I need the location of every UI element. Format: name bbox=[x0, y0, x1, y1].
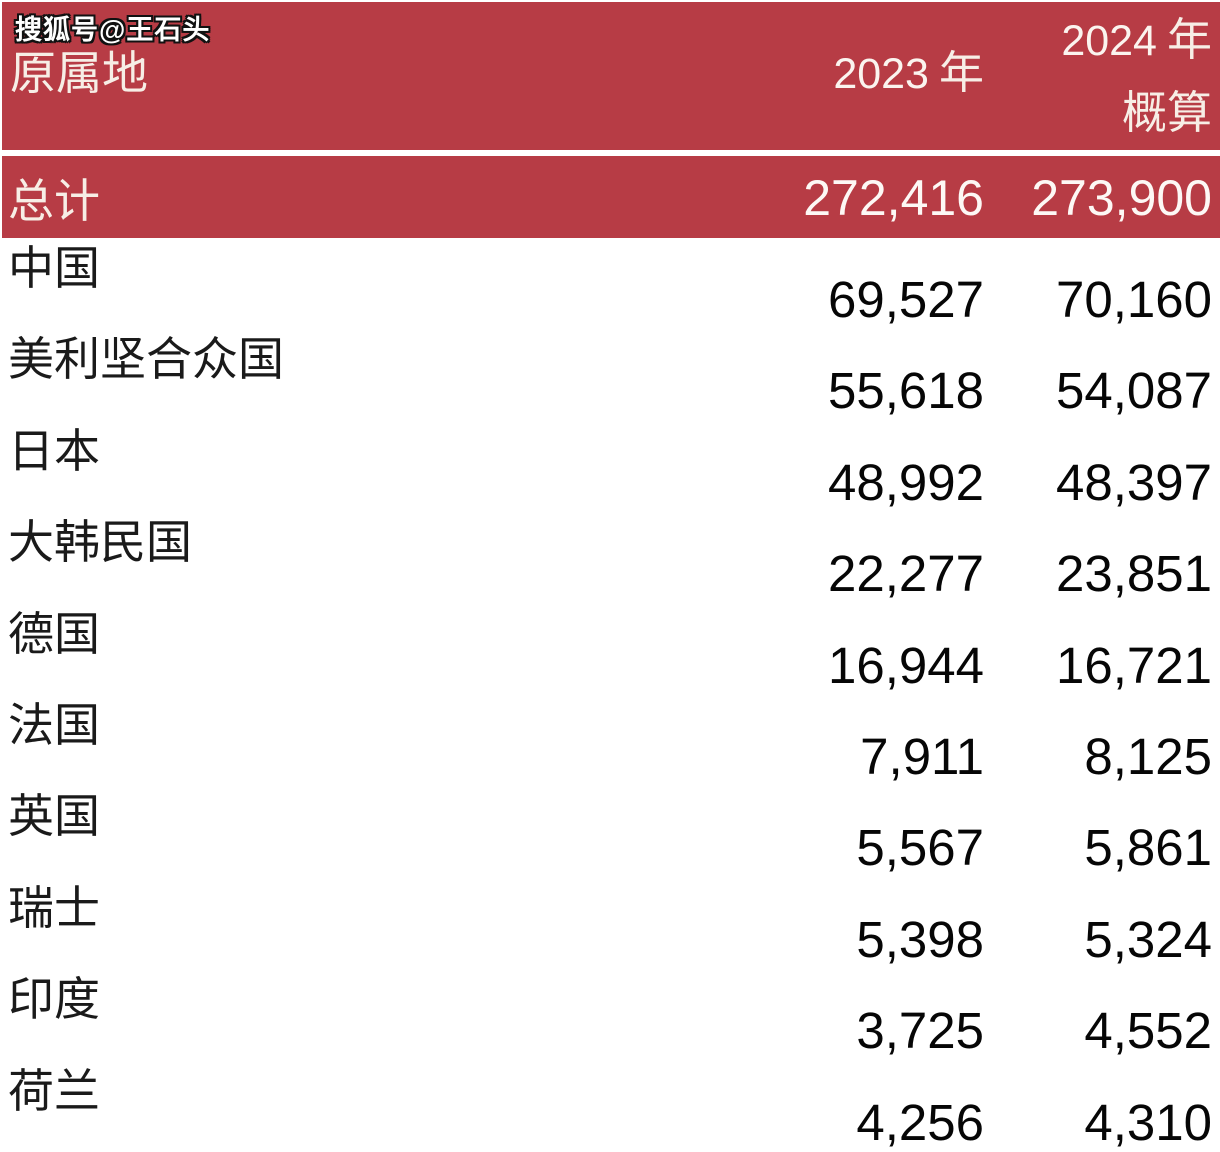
value-2023: 69,527 bbox=[828, 271, 984, 328]
country-name: 美利坚合众国 bbox=[8, 334, 284, 386]
total-value-2024: 273,900 bbox=[1031, 170, 1212, 226]
country-name: 瑞士 bbox=[8, 882, 100, 934]
table-row-switzerland: 瑞士 5,398 5,324 bbox=[0, 877, 1220, 970]
total-value-2023: 272,416 bbox=[803, 170, 984, 226]
year-2024-unit: 年 bbox=[1166, 15, 1212, 65]
value-2024: 48,397 bbox=[1056, 453, 1212, 511]
value-2024: 70,160 bbox=[1056, 271, 1212, 328]
country-name: 法国 bbox=[8, 699, 100, 751]
table-row-netherlands: 荷兰 4,256 4,310 bbox=[0, 1060, 1220, 1152]
year-2024-subtitle: 概算 bbox=[1121, 88, 1212, 138]
value-2024: 4,310 bbox=[1084, 1093, 1212, 1151]
value-2023: 48,992 bbox=[828, 453, 984, 511]
country-name: 中国 bbox=[8, 243, 100, 294]
value-2024: 16,721 bbox=[1056, 636, 1212, 694]
table-row-france: 法国 7,911 8,125 bbox=[0, 694, 1220, 787]
value-2024: 5,861 bbox=[1084, 819, 1212, 877]
header-separator bbox=[0, 150, 1220, 156]
column-header-2023: 2023 年 bbox=[833, 48, 984, 100]
table-row-uk: 英国 5,567 5,861 bbox=[0, 786, 1220, 878]
value-2024: 54,087 bbox=[1056, 362, 1212, 420]
table-row-india: 印度 3,725 4,552 bbox=[0, 969, 1220, 1061]
table-row-germany: 德国 16,944 16,721 bbox=[0, 603, 1220, 695]
year-2023-unit: 年 bbox=[938, 48, 984, 98]
country-name: 德国 bbox=[8, 608, 100, 660]
country-name: 大韩民国 bbox=[8, 517, 192, 569]
value-2023: 5,398 bbox=[856, 910, 984, 968]
value-2024: 5,324 bbox=[1084, 910, 1212, 968]
country-name: 荷兰 bbox=[8, 1065, 100, 1117]
total-row: 总计 272,416 273,900 bbox=[0, 156, 1220, 238]
country-name: 英国 bbox=[8, 791, 100, 843]
value-2023: 3,725 bbox=[856, 1002, 984, 1060]
value-2023: 16,944 bbox=[828, 636, 984, 694]
table-row-china: 中国 69,527 70,160 bbox=[0, 238, 1220, 330]
value-2023: 5,567 bbox=[856, 819, 984, 877]
value-2024: 23,851 bbox=[1056, 545, 1212, 603]
value-2024: 8,125 bbox=[1084, 727, 1212, 785]
year-2024-number: 2024 bbox=[1061, 17, 1157, 65]
country-name: 日本 bbox=[8, 425, 100, 477]
table-row-japan: 日本 48,992 48,397 bbox=[0, 420, 1220, 513]
value-2023: 7,911 bbox=[860, 727, 984, 785]
value-2024: 4,552 bbox=[1084, 1002, 1212, 1060]
table-header: 搜狐号@王石头 原属地 2023 年 2024 年 概算 bbox=[0, 0, 1220, 150]
table-row-usa: 美利坚合众国 55,618 54,087 bbox=[0, 329, 1220, 421]
year-2024-line: 2024 年 bbox=[1061, 4, 1212, 77]
year-2023-number: 2023 bbox=[833, 50, 929, 98]
value-2023: 22,277 bbox=[828, 545, 984, 603]
column-header-2024: 2024 年 概算 bbox=[1061, 4, 1212, 149]
value-2023: 4,256 bbox=[856, 1093, 984, 1151]
sohu-watermark: 搜狐号@王石头 bbox=[15, 15, 211, 45]
total-label: 总计 bbox=[8, 176, 100, 227]
country-name: 印度 bbox=[8, 974, 100, 1026]
value-2023: 55,618 bbox=[828, 362, 984, 420]
table-row-south-korea: 大韩民国 22,277 23,851 bbox=[0, 512, 1220, 604]
column-header-origin: 原属地 bbox=[10, 48, 148, 99]
